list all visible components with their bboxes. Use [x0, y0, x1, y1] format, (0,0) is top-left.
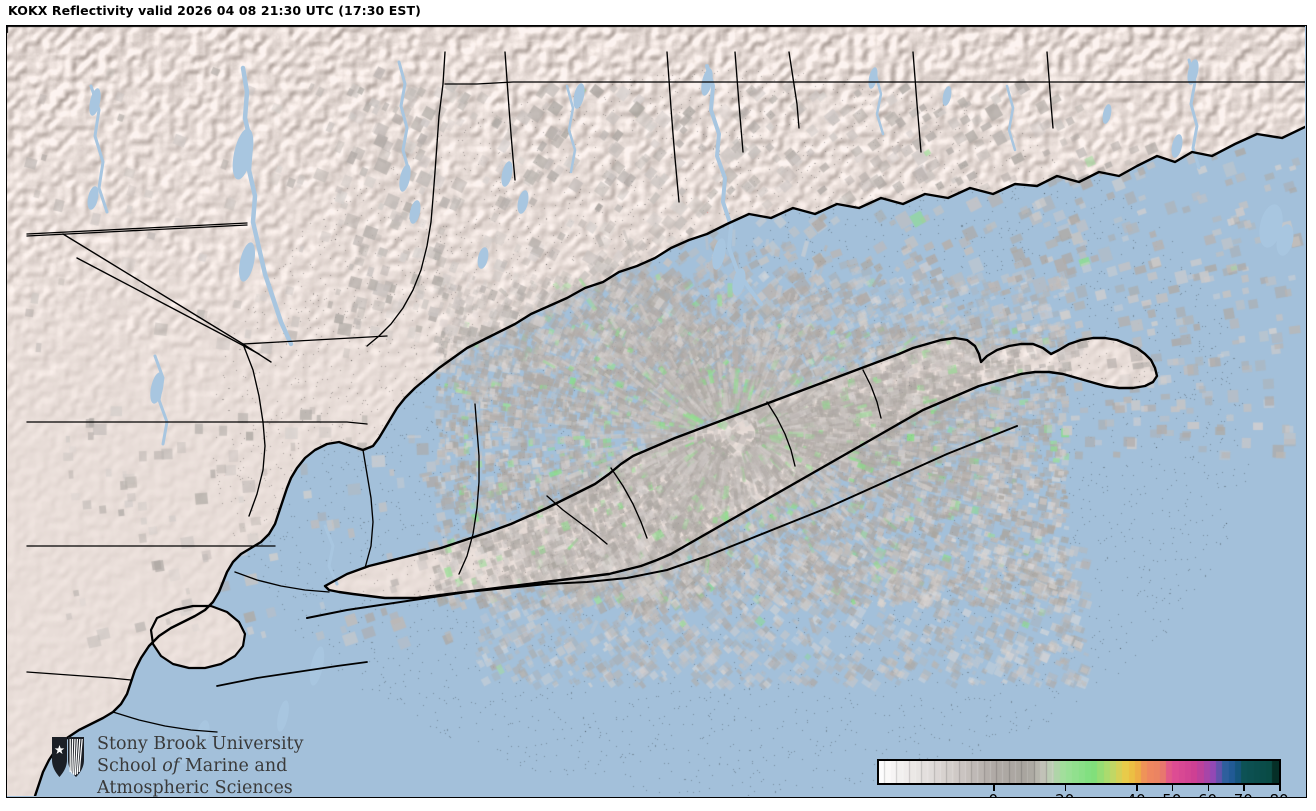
lake	[1259, 204, 1283, 248]
radar-map-stage	[7, 26, 1305, 796]
administrative-boundary	[242, 335, 388, 345]
colorbar-tick-mark	[1207, 785, 1210, 791]
colorbar-tick-mark	[1064, 785, 1067, 791]
lake	[238, 242, 256, 282]
page-title: KOKX Reflectivity valid 2026 04 08 21:30…	[8, 3, 421, 18]
lake	[942, 86, 952, 106]
colorbar-gradient	[877, 759, 1281, 785]
lake	[277, 700, 289, 732]
colorbar-tick-label: 20	[1055, 791, 1074, 797]
river-line	[323, 524, 339, 586]
barrier-island-line	[306, 425, 1018, 619]
stony-brook-logo: Stony Brook University School of Marine …	[51, 733, 351, 798]
administrative-boundary	[444, 81, 1305, 85]
lake	[89, 88, 101, 116]
administrative-boundary	[26, 421, 368, 425]
lake	[732, 268, 746, 296]
colorbar-tick-mark	[1136, 785, 1138, 791]
administrative-boundary	[26, 222, 248, 235]
logo-line-1: Stony Brook University	[97, 734, 304, 754]
colorbar-tick-label: 0	[989, 791, 999, 797]
lake	[573, 83, 585, 109]
colorbar-tick-label: 70	[1234, 791, 1253, 797]
administrative-boundary	[76, 257, 260, 355]
river-line	[240, 65, 294, 347]
river-line	[565, 84, 577, 174]
administrative-boundary	[912, 51, 922, 153]
river-line	[1005, 84, 1017, 152]
river-line	[397, 60, 411, 174]
radar-map-frame[interactable]: 0204050607080 Stony Brook Uni	[6, 25, 1307, 798]
reflectivity-colorbar[interactable]: 0 20 40 50 60 70 80	[877, 759, 1289, 797]
administrative-boundary	[234, 571, 330, 593]
colorbar-tick-mark	[1279, 785, 1281, 791]
administrative-boundary	[788, 51, 800, 129]
administrative-boundary	[26, 671, 132, 681]
lake	[1187, 59, 1199, 85]
lake	[501, 161, 513, 187]
administrative-boundary	[362, 449, 374, 569]
logo-line-3: Atmospheric Sciences	[97, 778, 293, 798]
map-vector-overlay	[26, 51, 1305, 796]
coastline-staten-island	[149, 604, 247, 670]
administrative-boundary	[734, 51, 744, 153]
lake	[477, 247, 489, 269]
administrative-boundary	[666, 51, 680, 203]
lake	[517, 190, 529, 214]
logo-wordmark: Stony Brook University School of Marine …	[97, 733, 304, 798]
administrative-boundary	[766, 401, 796, 467]
lake	[179, 740, 191, 764]
colorbar-tick-mark	[1171, 785, 1174, 791]
colorbar-tick-label: 80	[1269, 791, 1288, 797]
lake	[868, 67, 878, 89]
colorbar-ticks: 0 20 40 50 60 70 80	[877, 785, 1289, 797]
lake	[1171, 134, 1183, 158]
stony-brook-shield-icon	[52, 737, 84, 777]
colorbar-tick-mark	[993, 785, 995, 791]
river-line	[873, 70, 885, 136]
coastline-mainland	[33, 125, 1305, 796]
administrative-boundary	[458, 403, 480, 575]
lake	[150, 372, 164, 404]
logo-line-2: School of Marine and	[97, 756, 288, 776]
lake	[1102, 104, 1112, 124]
administrative-boundary	[366, 51, 446, 347]
administrative-boundary	[546, 495, 608, 545]
lake	[399, 164, 411, 192]
administrative-boundary	[1046, 51, 1054, 129]
sandy-hook-line	[216, 661, 368, 687]
lake	[1276, 224, 1294, 256]
lake	[232, 128, 254, 180]
river-line	[153, 354, 169, 446]
lake	[309, 646, 325, 686]
colorbar-tick-mark	[1243, 785, 1245, 791]
administrative-boundary	[504, 51, 516, 181]
administrative-boundary	[610, 467, 648, 539]
lake	[409, 200, 421, 224]
radar-echo-canvas	[7, 26, 1305, 796]
lake	[87, 186, 99, 210]
administrative-boundary	[112, 711, 218, 733]
administrative-boundary	[242, 343, 266, 517]
lake	[196, 720, 210, 748]
coastline-long-island	[323, 336, 1159, 600]
colorbar-tick-label: 40	[1127, 791, 1146, 797]
administrative-boundary	[862, 369, 882, 419]
administrative-boundary	[62, 233, 272, 363]
administrative-boundary	[26, 224, 248, 237]
lake	[712, 238, 726, 270]
colorbar-tick-label: 50	[1162, 791, 1181, 797]
colorbar-tick-label: 60	[1198, 791, 1217, 797]
